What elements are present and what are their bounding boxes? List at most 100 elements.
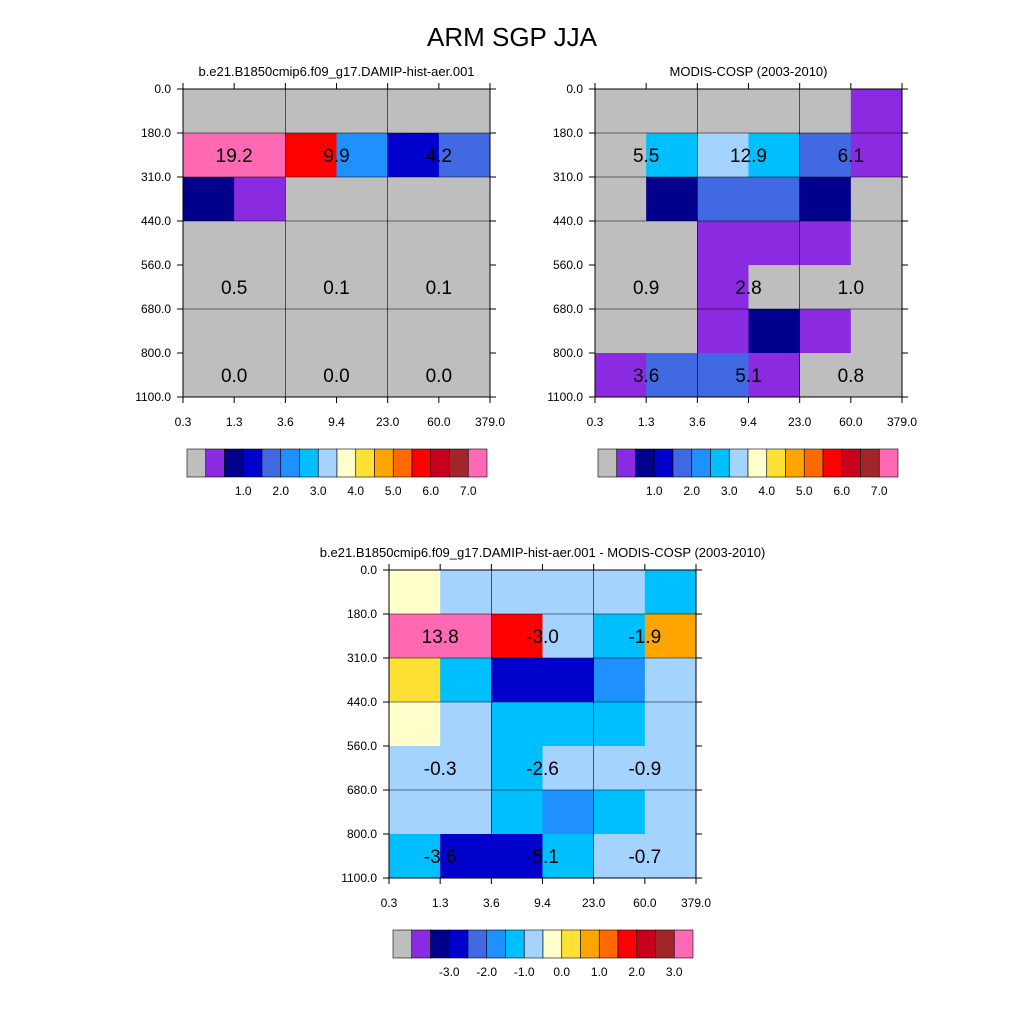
heatmap-cell xyxy=(799,177,852,222)
colorbar-label: -1.0 xyxy=(514,965,535,979)
heatmap-cell xyxy=(697,177,749,222)
heatmap-cell xyxy=(336,177,389,222)
data-label: 0.9 xyxy=(633,278,659,299)
colorbar-swatch xyxy=(336,448,357,478)
colorbar-label: 4.0 xyxy=(758,484,775,498)
y-tick-label: 440.0 xyxy=(141,214,171,228)
colorbar-swatch xyxy=(841,448,861,478)
heatmap-cell xyxy=(644,570,697,615)
colorbar-swatch xyxy=(205,448,225,478)
data-label: -0.3 xyxy=(424,759,457,780)
heatmap-cell xyxy=(748,265,801,310)
heatmap-cell xyxy=(646,265,698,310)
heatmap-cell xyxy=(491,658,543,703)
heatmap-cell xyxy=(542,658,595,703)
data-label: 12.9 xyxy=(730,146,767,167)
colorbar-swatch xyxy=(785,448,805,478)
heatmap-cell xyxy=(542,702,595,747)
data-label: -3.0 xyxy=(526,627,559,648)
colorbar-swatch xyxy=(186,448,207,478)
heatmap-cell xyxy=(542,570,595,615)
heatmap-cell xyxy=(387,89,440,134)
y-tick-label: 560.0 xyxy=(553,258,583,272)
heatmap-cell xyxy=(336,265,389,310)
heatmap-cell xyxy=(387,177,440,222)
y-tick-label: 180.0 xyxy=(347,607,377,621)
y-tick-label: 560.0 xyxy=(347,739,377,753)
heatmap-cell xyxy=(748,89,801,134)
data-label: 6.1 xyxy=(838,146,864,167)
heatmap-cell xyxy=(234,177,286,222)
y-tick-label: 680.0 xyxy=(553,302,583,316)
heatmap-cell xyxy=(438,309,491,354)
data-label: 4.2 xyxy=(426,146,452,167)
heatmap-cell xyxy=(183,353,235,398)
panel-title: MODIS-COSP (2003-2010) xyxy=(670,64,828,79)
panel-obs: MODIS-COSP (2003-2010) 0.3 1.3 3.6 9.4 23.0 60… xyxy=(547,64,917,498)
heatmap-cell xyxy=(438,353,491,398)
colorbar-label: 7.0 xyxy=(871,484,888,498)
panel-title: b.e21.B1850cmip6.f09_g17.DAMIP-hist-aer.… xyxy=(320,545,766,560)
heatmap-cell xyxy=(850,265,903,310)
y-tick-label: 0.0 xyxy=(154,82,171,96)
heatmap-cell xyxy=(491,702,543,747)
x-tick-label: 1.3 xyxy=(432,896,449,910)
colorbar-swatch xyxy=(635,448,655,478)
colorbar-swatch xyxy=(449,448,469,478)
y-tick-label: 680.0 xyxy=(141,302,171,316)
heatmap-cell xyxy=(542,790,595,835)
colorbar-label: -2.0 xyxy=(476,965,497,979)
data-label: 5.5 xyxy=(633,146,659,167)
colorbar-swatch xyxy=(561,929,581,959)
panel-title: b.e21.B1850cmip6.f09_g17.DAMIP-hist-aer.… xyxy=(198,64,474,79)
colorbar-swatch xyxy=(728,448,749,478)
heatmap-cell xyxy=(697,353,749,398)
colorbar-swatch xyxy=(803,448,824,478)
heatmap-cell xyxy=(593,702,646,747)
colorbar-swatch xyxy=(747,448,768,478)
heatmap-cell xyxy=(183,309,235,354)
y-tick-label: 440.0 xyxy=(553,214,583,228)
data-label: 9.9 xyxy=(323,146,349,167)
heatmap-cell xyxy=(850,177,903,222)
y-tick-label: 680.0 xyxy=(347,783,377,797)
heatmap-cell xyxy=(438,265,491,310)
heatmap-cell xyxy=(285,177,337,222)
heatmap-cell xyxy=(234,309,286,354)
heatmap-cell xyxy=(440,702,492,747)
heatmap-cell xyxy=(799,133,852,178)
heatmap-cell xyxy=(593,658,646,703)
x-tick-label: 23.0 xyxy=(788,415,812,429)
heatmap-cell xyxy=(183,265,235,310)
heatmap-cell xyxy=(593,790,646,835)
data-label: 0.0 xyxy=(426,366,452,387)
heatmap-cell xyxy=(389,614,441,659)
colorbar-label: 3.0 xyxy=(721,484,738,498)
y-tick-label: 180.0 xyxy=(553,126,583,140)
heatmap-cell xyxy=(234,353,286,398)
heatmap-cell xyxy=(542,834,595,879)
colorbar-label: 7.0 xyxy=(460,484,477,498)
data-label: 0.0 xyxy=(323,366,349,387)
colorbar-swatch xyxy=(374,448,394,478)
colorbar-swatch xyxy=(448,929,469,959)
colorbar-swatch xyxy=(766,448,786,478)
x-tick-label: 1.3 xyxy=(638,415,655,429)
heatmap-cell xyxy=(595,265,647,310)
heatmap-cell xyxy=(850,353,903,398)
heatmap-cell xyxy=(593,746,646,791)
colorbar-label: 2.0 xyxy=(272,484,289,498)
y-tick-label: 1100.0 xyxy=(135,390,171,404)
heatmap-cell xyxy=(644,702,697,747)
heatmap-cell xyxy=(595,177,647,222)
heatmap-cell xyxy=(440,658,492,703)
data-label: -0.7 xyxy=(628,847,661,868)
heatmap-cell xyxy=(285,221,337,266)
y-tick-label: 800.0 xyxy=(141,346,171,360)
y-tick-label: 0.0 xyxy=(566,82,583,96)
data-label: -3.6 xyxy=(424,847,457,868)
x-tick-label: 60.0 xyxy=(633,896,657,910)
heatmap-cell xyxy=(646,89,698,134)
colorbar-swatch xyxy=(673,929,694,959)
